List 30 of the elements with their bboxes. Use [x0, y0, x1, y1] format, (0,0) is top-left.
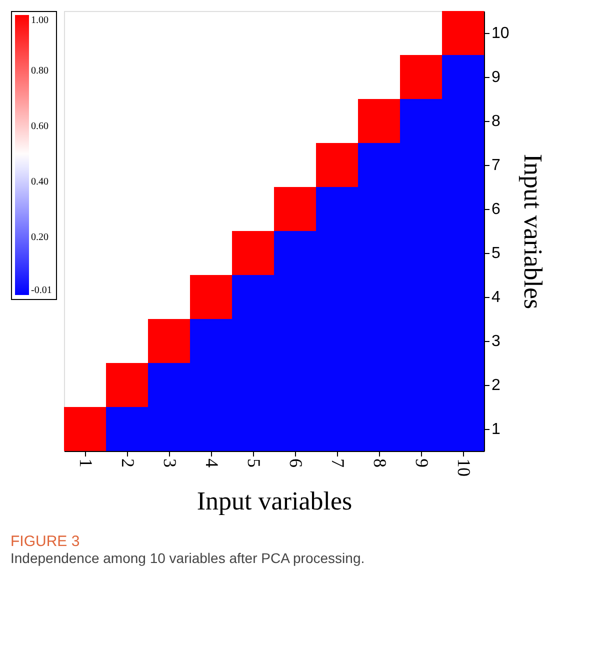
- y-tick-label: 6: [492, 201, 500, 218]
- color-bar-label: 1.00: [31, 15, 48, 26]
- color-bar-label: 0.80: [31, 65, 48, 76]
- x-tick-label: 10: [454, 458, 474, 476]
- y-tick-label: 1: [492, 421, 500, 438]
- y-tick-label: 4: [492, 289, 500, 306]
- color-bar-label: -0.01: [31, 285, 52, 296]
- color-bar-label: 0.40: [31, 176, 48, 188]
- x-tick-label: 5: [244, 458, 264, 468]
- y-tick-label: 8: [492, 113, 500, 130]
- y-axis-title: Input variables: [518, 154, 548, 310]
- x-tick-label: 9: [412, 458, 432, 468]
- x-tick-label: 3: [160, 458, 180, 468]
- x-axis-title: Input variables: [196, 486, 352, 516]
- y-tick-label: 2: [492, 377, 500, 394]
- x-tick-label: 1: [76, 458, 96, 468]
- y-tick-label: 9: [492, 69, 500, 86]
- y-tick-label: 5: [492, 245, 500, 262]
- text: Independence among 10 variables after PCA processing.: [10, 550, 365, 566]
- y-tick-label: 7: [492, 157, 500, 174]
- x-tick-label: 4: [202, 458, 222, 468]
- x-tick-label: 7: [328, 458, 348, 468]
- x-tick-label: 6: [286, 458, 306, 468]
- color-bar-label: 0.20: [31, 232, 48, 243]
- y-tick-label: 10: [492, 25, 510, 42]
- x-tick-label: 8: [370, 458, 390, 468]
- y-tick-label: 3: [492, 333, 500, 350]
- color-bar-label: 0.60: [31, 120, 48, 132]
- x-tick-label: 2: [118, 458, 138, 468]
- text: FIGURE 3: [10, 533, 80, 550]
